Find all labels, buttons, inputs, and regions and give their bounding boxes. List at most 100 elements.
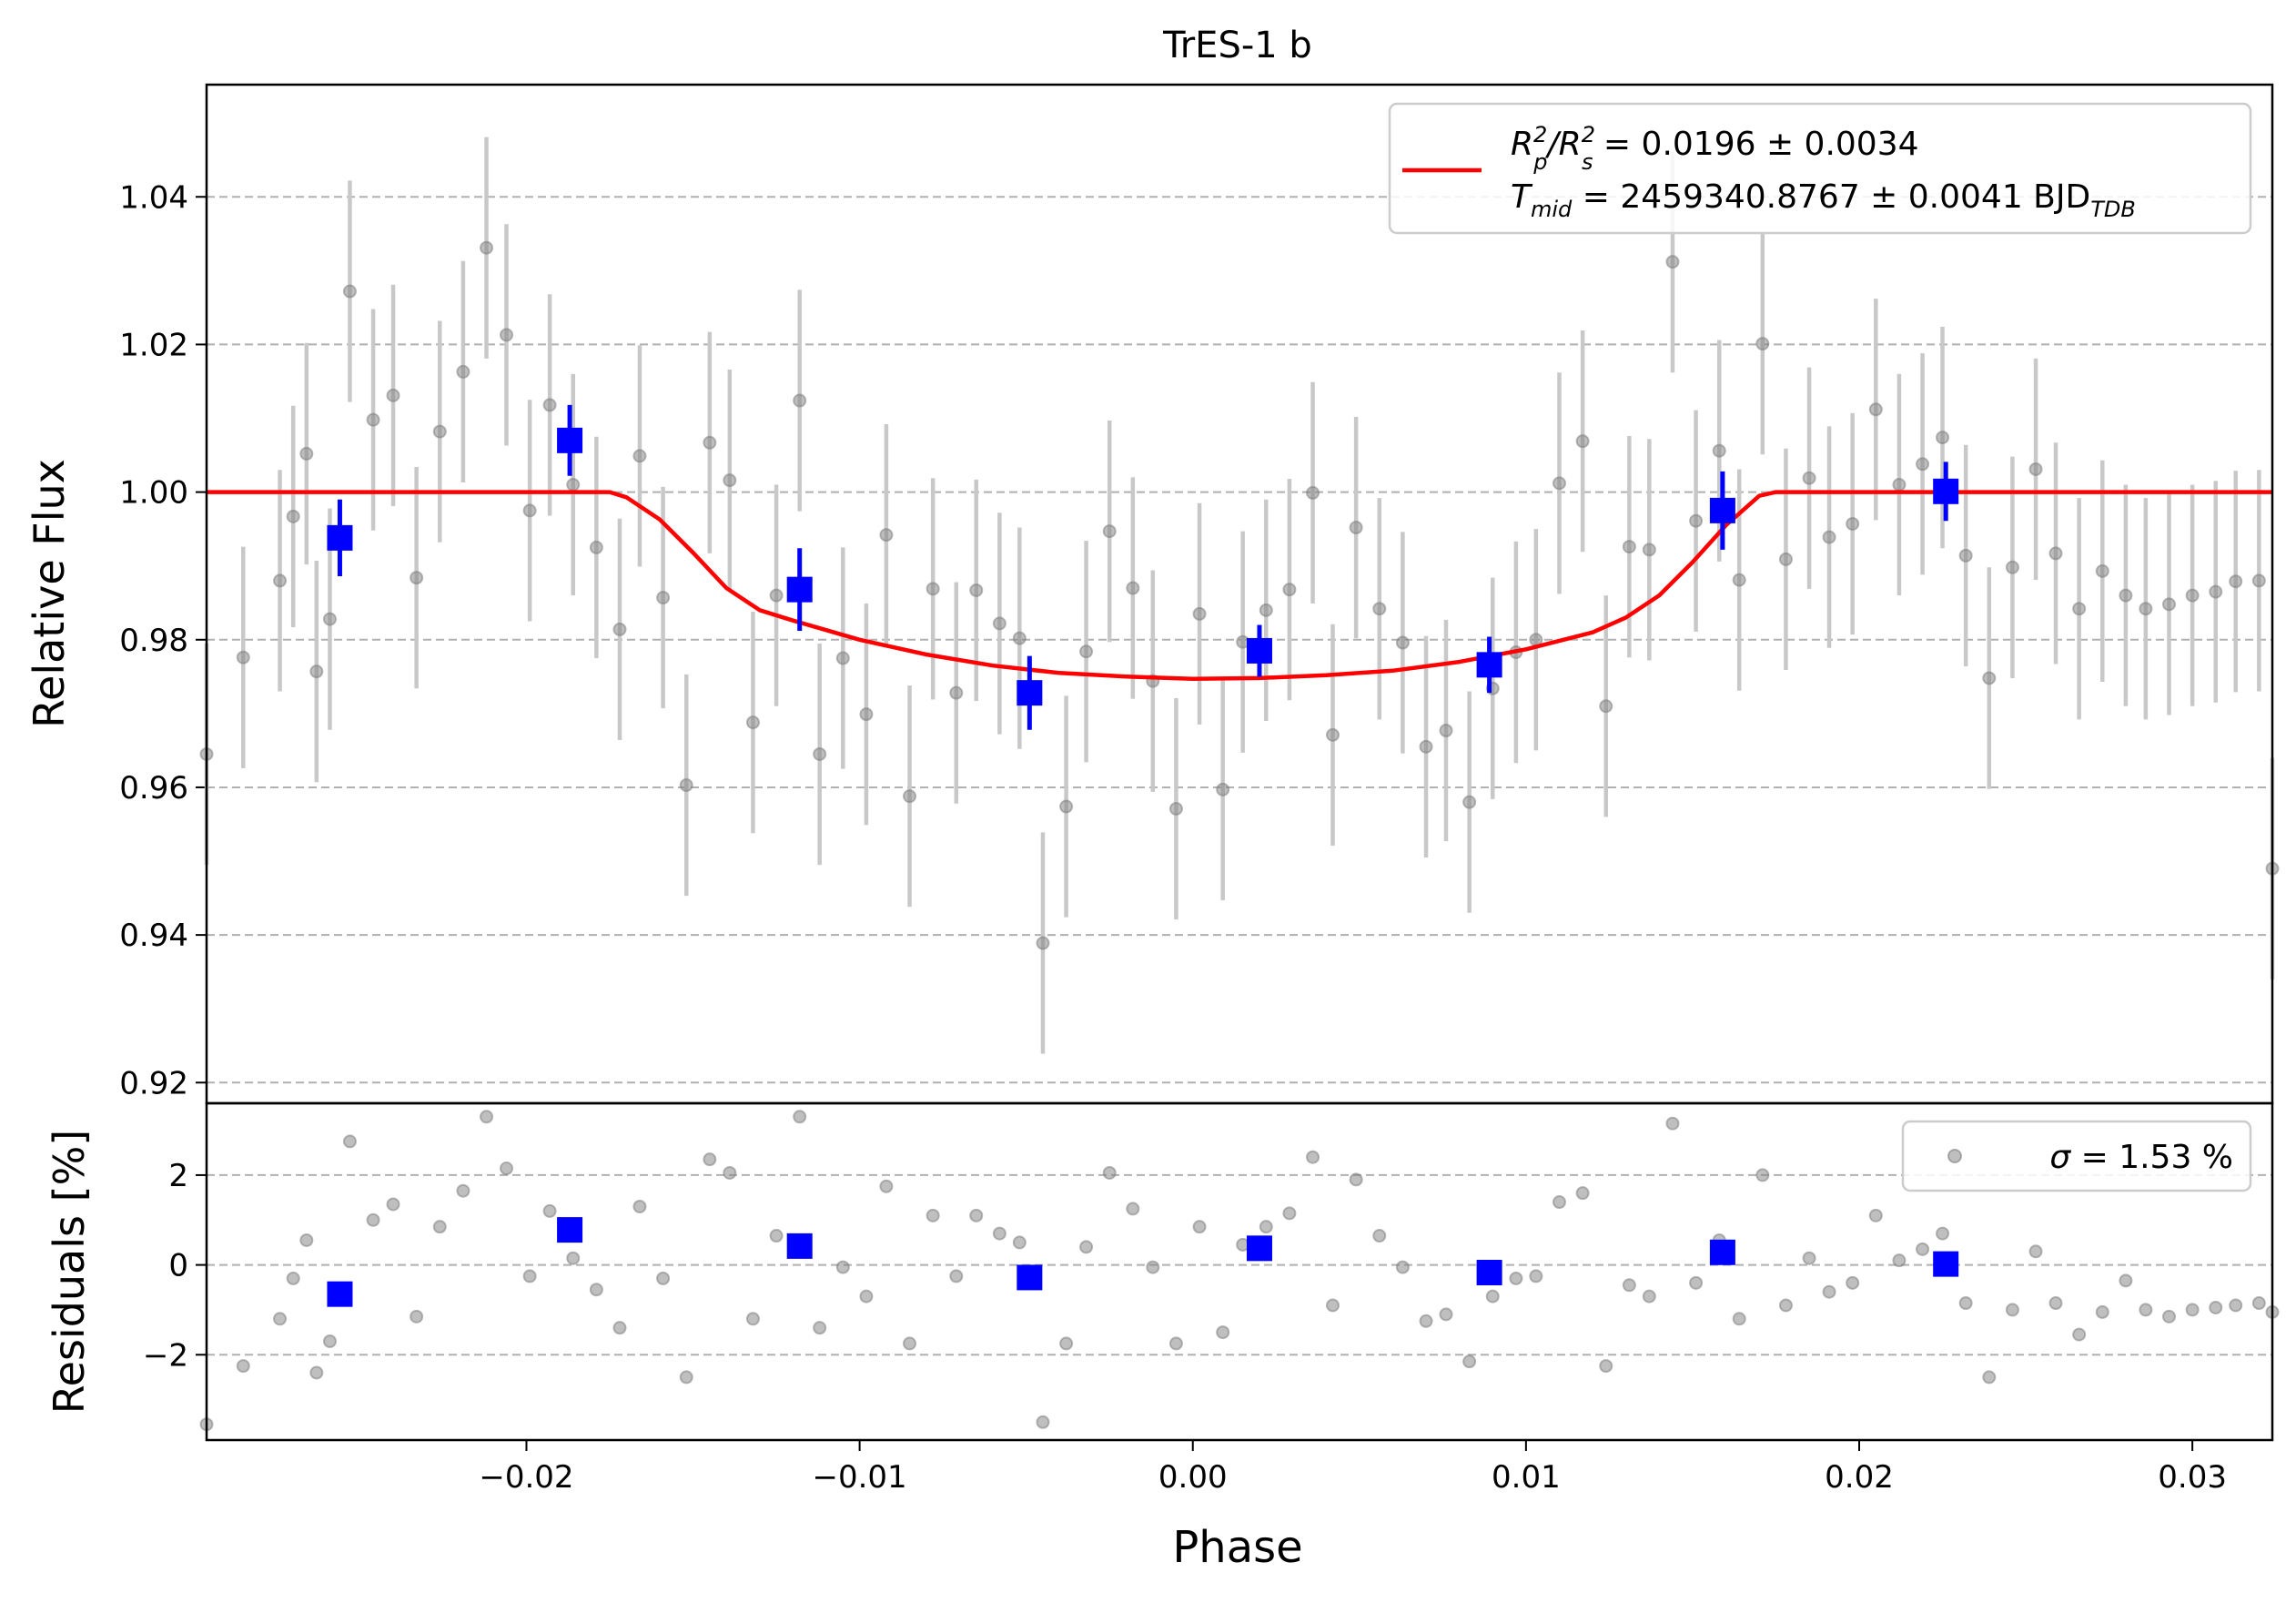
- legend-sigma-text: σ = 1.53 %: [2049, 1139, 2233, 1176]
- raw-residual-point: [299, 1233, 314, 1247]
- raw-residual-point: [322, 1334, 337, 1348]
- x-tick-label: 0.03: [2158, 1459, 2227, 1496]
- raw-flux-point: [793, 393, 807, 408]
- raw-residual-point: [1958, 1296, 1973, 1311]
- raw-residual-point: [1419, 1314, 1433, 1328]
- raw-flux-point: [1192, 606, 1207, 621]
- raw-flux-point: [1665, 255, 1680, 269]
- raw-flux-point: [903, 789, 917, 804]
- raw-residual-point: [1822, 1284, 1836, 1299]
- raw-flux-point: [2185, 588, 2200, 603]
- raw-flux-point: [612, 622, 627, 636]
- raw-flux-point: [723, 473, 737, 488]
- binned-flux-point: [1709, 497, 1735, 523]
- raw-residual-point: [1126, 1202, 1140, 1216]
- residuals-legend: σ = 1.53 %: [1901, 1120, 2252, 1192]
- raw-flux-point: [1168, 801, 1183, 816]
- legend-tmid-text: Tmid = 2459340.8767 ± 0.0041 BJDTDB: [1511, 178, 2136, 222]
- binned-residual-point: [1709, 1239, 1735, 1265]
- binned-flux-point: [1246, 637, 1272, 664]
- raw-residual-point: [273, 1312, 288, 1326]
- raw-flux-point: [1372, 602, 1387, 616]
- raw-residual-point: [769, 1229, 784, 1243]
- raw-flux-point: [2162, 597, 2176, 612]
- raw-flux-point: [1712, 443, 1726, 458]
- x-tick-label: 0.01: [1492, 1459, 1561, 1496]
- raw-flux-point: [2072, 602, 2087, 616]
- raw-residual-point: [903, 1336, 917, 1351]
- raw-flux-point: [1846, 516, 1860, 531]
- flux-y-tick-label: 1.02: [119, 327, 188, 363]
- raw-residual-point: [1982, 1370, 1997, 1385]
- raw-flux-point: [286, 509, 300, 523]
- residuals-y-ticks: −2 0 2: [143, 1158, 207, 1374]
- raw-flux-point: [1126, 581, 1140, 595]
- raw-flux-point: [1622, 540, 1636, 554]
- raw-flux-point: [2251, 573, 2266, 588]
- raw-residual-point: [1732, 1312, 1746, 1326]
- raw-flux-point: [1916, 457, 1930, 472]
- raw-flux-point: [432, 424, 447, 439]
- raw-residual-point: [1306, 1150, 1320, 1164]
- raw-residual-point: [2048, 1296, 2063, 1311]
- binned-flux-points: [327, 404, 1959, 730]
- raw-residual-point: [1846, 1275, 1860, 1290]
- raw-residual-point: [1462, 1354, 1477, 1369]
- raw-flux-point: [1282, 583, 1297, 597]
- raw-residual-point: [969, 1208, 984, 1223]
- raw-residual-point: [632, 1199, 647, 1213]
- raw-flux-point: [1732, 573, 1746, 587]
- raw-residual-point: [1642, 1289, 1656, 1304]
- binned-flux-point: [1017, 680, 1043, 706]
- raw-flux-point: [1349, 521, 1363, 535]
- binned-flux-point: [1933, 478, 1959, 504]
- raw-residual-point: [2028, 1244, 2043, 1259]
- raw-residual-point: [925, 1208, 940, 1223]
- raw-flux-point: [500, 328, 514, 342]
- binned-flux-point: [1476, 652, 1502, 678]
- raw-residual-point: [835, 1260, 850, 1274]
- x-axis-label: Phase: [1172, 1522, 1302, 1573]
- flux-legend: R2 p/R2 s = 0.0196 ± 0.0034 Tmid = 2459340…: [1388, 102, 2252, 235]
- raw-residual-point: [566, 1251, 581, 1265]
- raw-residual-point: [723, 1165, 737, 1180]
- raw-residual-point: [859, 1289, 874, 1304]
- transit-model: [207, 490, 2272, 681]
- raw-flux-point: [656, 591, 671, 605]
- raw-residual-point: [1665, 1116, 1680, 1131]
- raw-residual-point: [2162, 1309, 2176, 1324]
- raw-flux-point: [1012, 631, 1027, 645]
- raw-residual-point: [2139, 1303, 2153, 1317]
- raw-flux-point: [1868, 402, 1883, 417]
- raw-flux-point: [1642, 543, 1656, 557]
- raw-residual-point: [410, 1309, 424, 1324]
- raw-residual-point: [1146, 1260, 1160, 1274]
- raw-residual-point: [879, 1179, 894, 1193]
- raw-flux-point: [2229, 574, 2243, 589]
- raw-flux-point: [1306, 485, 1320, 500]
- raw-flux-point: [2095, 563, 2109, 578]
- binned-flux-point: [557, 427, 583, 453]
- raw-residual-point: [2119, 1273, 2133, 1288]
- raw-flux-point: [2119, 588, 2133, 603]
- binned-residual-point: [786, 1233, 813, 1259]
- binned-residual-point: [327, 1281, 353, 1307]
- chart-title: TrES-1 b: [1162, 25, 1312, 66]
- raw-residual-point: [1936, 1226, 1950, 1241]
- raw-residual-point: [456, 1183, 470, 1198]
- raw-flux-point: [2028, 462, 2043, 476]
- raw-flux-point: [813, 746, 827, 761]
- raw-flux-point: [2005, 560, 2019, 574]
- raw-residual-point: [992, 1226, 1006, 1241]
- raw-flux-point: [769, 588, 784, 603]
- raw-flux-point: [1259, 603, 1273, 617]
- raw-flux-point: [1462, 795, 1477, 809]
- raw-residual-point: [703, 1152, 717, 1167]
- raw-residual-point: [366, 1212, 380, 1227]
- residuals-panel: −2 0 2 −0.02 −0.01 0.00 0.01 0.02 0.03 Residual…: [45, 1101, 2280, 1573]
- raw-flux-point: [322, 612, 337, 626]
- raw-residual-point: [813, 1321, 827, 1335]
- raw-residual-point: [1802, 1251, 1816, 1265]
- raw-residual-point: [1485, 1289, 1500, 1304]
